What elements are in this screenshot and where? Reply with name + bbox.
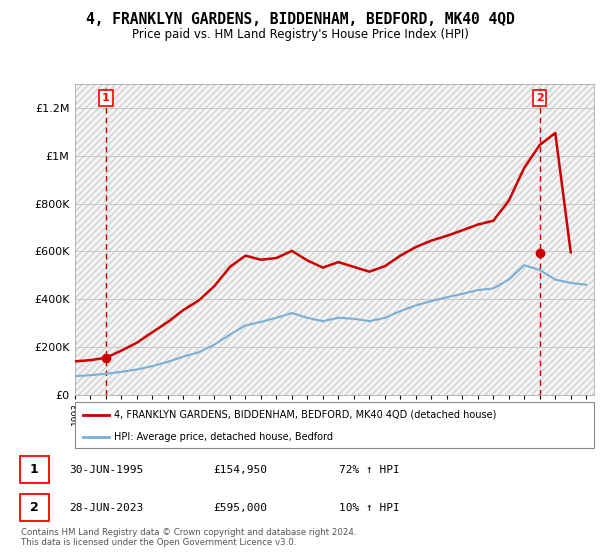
Text: Price paid vs. HM Land Registry's House Price Index (HPI): Price paid vs. HM Land Registry's House …: [131, 28, 469, 41]
Text: Contains HM Land Registry data © Crown copyright and database right 2024.
This d: Contains HM Land Registry data © Crown c…: [21, 528, 356, 547]
Text: £154,950: £154,950: [213, 465, 267, 475]
Text: 4, FRANKLYN GARDENS, BIDDENHAM, BEDFORD, MK40 4QD (detached house): 4, FRANKLYN GARDENS, BIDDENHAM, BEDFORD,…: [114, 410, 496, 420]
Bar: [20, 494, 49, 521]
Text: 4, FRANKLYN GARDENS, BIDDENHAM, BEDFORD, MK40 4QD: 4, FRANKLYN GARDENS, BIDDENHAM, BEDFORD,…: [86, 12, 514, 27]
Text: 2: 2: [536, 93, 544, 103]
Text: £595,000: £595,000: [213, 503, 267, 513]
Text: 30-JUN-1995: 30-JUN-1995: [69, 465, 143, 475]
Bar: [20, 456, 49, 483]
Text: 72% ↑ HPI: 72% ↑ HPI: [339, 465, 400, 475]
Text: 1: 1: [30, 463, 38, 477]
Text: 1: 1: [102, 93, 110, 103]
Text: 10% ↑ HPI: 10% ↑ HPI: [339, 503, 400, 513]
Text: 2: 2: [30, 501, 38, 514]
Text: 28-JUN-2023: 28-JUN-2023: [69, 503, 143, 513]
Text: HPI: Average price, detached house, Bedford: HPI: Average price, detached house, Bedf…: [114, 432, 333, 441]
